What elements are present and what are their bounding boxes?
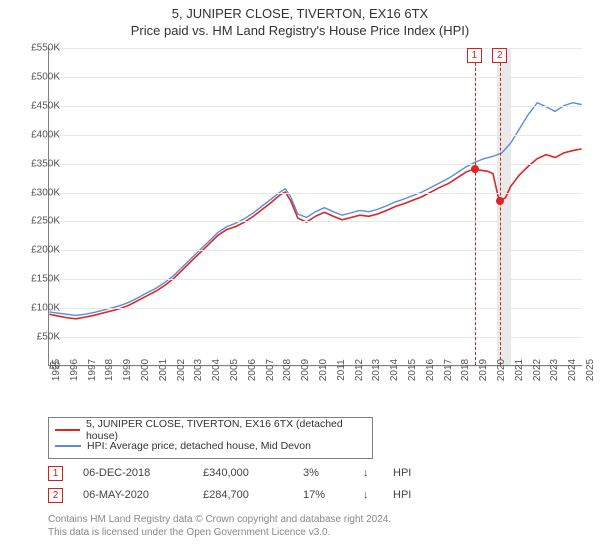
- x-axis-label: 2002: [176, 359, 187, 381]
- x-axis-label: 1996: [69, 359, 80, 381]
- gridline: [49, 250, 582, 251]
- x-axis-label: 2007: [265, 359, 276, 381]
- x-axis-label: 1999: [122, 359, 133, 381]
- down-arrow-icon: ↓: [363, 467, 393, 479]
- sale-marker-badge: 2: [48, 488, 63, 503]
- x-axis-label: 2015: [407, 359, 418, 381]
- x-axis-label: 2019: [478, 359, 489, 381]
- x-axis-label: 2001: [158, 359, 169, 381]
- y-axis-label: £200K: [10, 245, 60, 256]
- x-axis-label: 1998: [104, 359, 115, 381]
- x-axis-label: 2003: [193, 359, 204, 381]
- x-axis-label: 2011: [336, 359, 347, 381]
- sale-marker-line: [500, 48, 501, 365]
- y-axis-label: £300K: [10, 187, 60, 198]
- legend-label: 5, JUNIPER CLOSE, TIVERTON, EX16 6TX (de…: [86, 418, 366, 442]
- y-axis-label: £450K: [10, 100, 60, 111]
- footer-line: Contains HM Land Registry data © Crown c…: [48, 513, 391, 526]
- title-address: 5, JUNIPER CLOSE, TIVERTON, EX16 6TX: [0, 6, 600, 21]
- legend-swatch: [55, 429, 80, 431]
- x-axis-label: 2000: [140, 359, 151, 381]
- series-line-property: [49, 149, 581, 319]
- y-axis-label: £550K: [10, 43, 60, 54]
- legend-swatch: [55, 445, 81, 447]
- sale-hpi-label: HPI: [393, 467, 411, 479]
- y-axis-label: £100K: [10, 303, 60, 314]
- sale-marker-line: [475, 48, 476, 365]
- sale-marker-box: 2: [492, 48, 507, 63]
- y-axis-label: £400K: [10, 129, 60, 140]
- sale-date: 06-MAY-2020: [83, 489, 203, 501]
- x-axis-label: 1995: [51, 359, 62, 381]
- legend: 5, JUNIPER CLOSE, TIVERTON, EX16 6TX (de…: [48, 417, 373, 459]
- y-axis-label: £50K: [10, 332, 60, 343]
- gridline: [49, 193, 582, 194]
- x-axis-label: 2020: [496, 359, 507, 381]
- footer-attribution: Contains HM Land Registry data © Crown c…: [48, 513, 391, 539]
- gridline: [49, 106, 582, 107]
- gridline: [49, 308, 582, 309]
- gridline: [49, 221, 582, 222]
- sale-marker-dot: [471, 165, 479, 173]
- x-axis-label: 2008: [282, 359, 293, 381]
- x-axis-label: 2006: [247, 359, 258, 381]
- sale-marker-badge: 1: [48, 466, 63, 481]
- gridline: [49, 279, 582, 280]
- x-axis-label: 2016: [425, 359, 436, 381]
- x-axis-label: 2013: [371, 359, 382, 381]
- x-axis-label: 2024: [567, 359, 578, 381]
- sale-row: 1 06-DEC-2018 £340,000 3% ↓ HPI: [48, 462, 411, 484]
- down-arrow-icon: ↓: [363, 489, 393, 501]
- gridline: [49, 337, 582, 338]
- sale-date: 06-DEC-2018: [83, 467, 203, 479]
- x-axis-label: 2018: [460, 359, 471, 381]
- y-axis-label: £350K: [10, 158, 60, 169]
- x-axis-label: 2017: [443, 359, 454, 381]
- gridline: [49, 135, 582, 136]
- y-axis-label: £150K: [10, 274, 60, 285]
- gridline: [49, 164, 582, 165]
- sale-price: £284,700: [203, 489, 303, 501]
- legend-label: HPI: Average price, detached house, Mid …: [87, 440, 311, 452]
- sale-marker-dot: [496, 197, 504, 205]
- chart-plot-area: [48, 48, 582, 366]
- x-axis-label: 2010: [318, 359, 329, 381]
- title-subtitle: Price paid vs. HM Land Registry's House …: [0, 23, 600, 38]
- sale-marker-box: 1: [467, 48, 482, 63]
- gridline: [49, 77, 582, 78]
- chart-title: 5, JUNIPER CLOSE, TIVERTON, EX16 6TX Pri…: [0, 0, 600, 38]
- sale-change: 17%: [303, 489, 363, 501]
- sale-hpi-label: HPI: [393, 489, 411, 501]
- x-axis-label: 2014: [389, 359, 400, 381]
- sale-row: 2 06-MAY-2020 £284,700 17% ↓ HPI: [48, 484, 411, 506]
- footer-line: This data is licensed under the Open Gov…: [48, 526, 391, 539]
- x-axis-label: 2025: [585, 359, 596, 381]
- x-axis-label: 2023: [549, 359, 560, 381]
- x-axis-label: 2012: [354, 359, 365, 381]
- y-axis-label: £250K: [10, 216, 60, 227]
- x-axis-label: 2009: [300, 359, 311, 381]
- x-axis-label: 2022: [532, 359, 543, 381]
- sale-change: 3%: [303, 467, 363, 479]
- x-axis-label: 1997: [87, 359, 98, 381]
- chart-lines: [49, 48, 582, 365]
- sales-table: 1 06-DEC-2018 £340,000 3% ↓ HPI 2 06-MAY…: [48, 462, 411, 506]
- sale-price: £340,000: [203, 467, 303, 479]
- legend-item-property: 5, JUNIPER CLOSE, TIVERTON, EX16 6TX (de…: [55, 422, 366, 438]
- x-axis-label: 2021: [514, 359, 525, 381]
- x-axis-label: 2004: [211, 359, 222, 381]
- y-axis-label: £500K: [10, 71, 60, 82]
- x-axis-label: 2005: [229, 359, 240, 381]
